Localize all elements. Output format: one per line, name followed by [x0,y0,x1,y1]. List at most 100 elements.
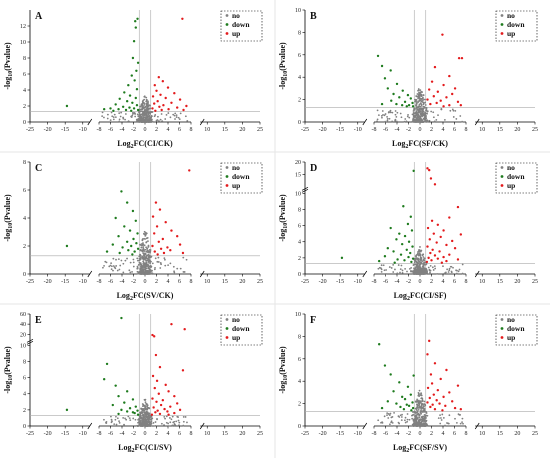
point-no [418,393,420,396]
point-no [141,407,144,410]
point-no [144,265,147,267]
point-down [118,251,121,255]
point-up [435,241,438,244]
point-no [450,265,453,268]
point-no [172,113,175,116]
point-down [411,105,415,108]
point-down [65,408,69,412]
y-tick-label: 2 [298,402,301,408]
point-no [425,107,428,109]
point-up [429,177,433,180]
x-tick-label: 25 [532,431,538,437]
point-down [406,93,410,97]
point-no [147,110,150,112]
x-tick-label: 0 [144,127,147,133]
point-no [457,413,460,416]
point-no [149,266,152,269]
point-no [143,107,145,109]
point-no [163,415,166,418]
x-tick-label: 8 [465,431,468,437]
point-no [129,271,132,274]
point-up [442,105,445,108]
point-no [115,415,117,418]
point-no [382,264,385,267]
point-no [145,267,148,270]
point-no [122,271,125,274]
point-down [124,108,128,112]
point-no [144,262,147,264]
volcano-panel-d: -25 -20 -15 -10 -8 -6 -4 -2 0 2 4 6 8 10 15 20 25 0 2 4 6 8 10… [275,152,550,304]
x-tick-label: 25 [257,127,263,133]
point-down [389,69,392,72]
point-no [132,417,135,420]
point-no [415,98,418,101]
point-up [426,386,430,390]
point-down [411,257,415,260]
point-no [109,264,112,267]
point-no [150,255,153,258]
point-no [140,108,143,111]
point-no [419,401,422,404]
point-down [120,316,123,320]
point-no [106,117,109,120]
point-down [395,102,398,106]
x-tick-label: -6 [383,127,388,133]
point-up [436,388,440,392]
point-no [425,268,428,271]
point-no [140,246,143,249]
point-down [125,390,129,393]
y-tick-label: 0 [298,424,301,430]
point-up [451,239,454,243]
point-up [170,322,173,326]
point-no [143,95,146,98]
x-tick-label: -4 [120,279,125,285]
x-tick-label: -10 [79,127,87,133]
x-tick-label: 8 [465,127,468,133]
point-no [417,412,420,415]
point-down [377,343,381,346]
point-no [149,423,152,426]
point-no [150,418,152,421]
x-tick-label: -6 [383,279,388,285]
legend-marker-up [225,184,229,187]
point-no [120,259,123,262]
x-tick-label: -2 [406,431,411,437]
point-down [127,249,130,252]
x-tick-label: 25 [532,127,538,133]
point-no [144,401,147,404]
point-down [117,108,120,111]
point-no [381,116,383,119]
x-tick-label: 15 [222,431,228,437]
point-no [157,261,160,263]
point-no [167,425,170,427]
point-no [414,411,417,414]
point-no [411,411,414,413]
point-no [423,410,426,413]
point-no [184,416,187,418]
point-no [146,249,149,252]
point-down [398,232,401,235]
x-tick-label: -15 [61,431,69,437]
point-down [405,105,408,108]
point-no [143,230,146,233]
point-no [173,423,176,425]
panel-svg: -25 -20 -15 -10 -8 -6 -4 -2 0 2 4 6 8 10 15 20 250246810… [278,160,538,302]
point-no [417,94,420,97]
point-no [422,113,424,115]
point-no [433,265,436,268]
point-down [130,74,133,77]
point-up [433,65,437,69]
y-axis-title: -log10(Pvalue) [278,42,289,90]
point-down [393,261,396,264]
point-no [174,112,177,115]
point-up [170,101,173,105]
point-no [440,417,442,419]
point-down [120,408,123,412]
point-no [412,114,415,116]
x-tick-label: -15 [61,127,69,133]
point-no [417,111,420,114]
y-axis-title: -log10(Pvalue) [3,42,14,90]
point-no [406,413,409,415]
point-no [400,264,403,267]
point-down [105,362,109,366]
